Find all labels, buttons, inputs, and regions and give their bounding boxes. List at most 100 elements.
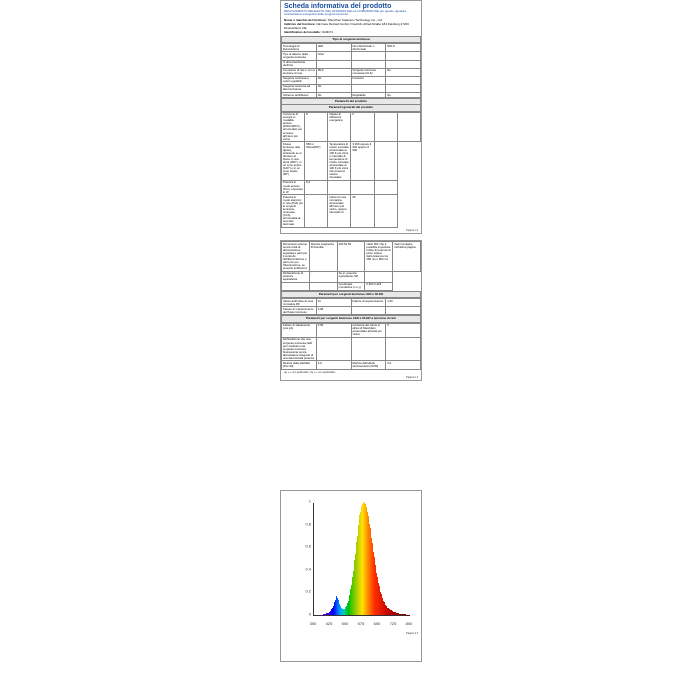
table-2b: Valore dell'indice di resa cromatica R92…	[281, 298, 421, 315]
cell: No	[386, 93, 421, 98]
cell	[351, 307, 386, 315]
cell: Tecnologia di illuminazione	[282, 44, 317, 52]
table-1a: Tecnologia di illuminazioneLEDNon direzi…	[281, 43, 421, 98]
value: Shenzhen Kalanson Technology Co., Ltd	[328, 18, 382, 22]
cell: Costanza del colore in ellissi di MacAda…	[351, 323, 386, 337]
cell: Altezza Larghezza Profondità	[309, 242, 337, 272]
cell: Metrica dell'effetto stroboscopico [SVM]	[351, 361, 386, 369]
cell: Non direzionale o direzionale	[351, 44, 386, 52]
cell: No	[316, 76, 351, 84]
plot-area	[313, 503, 409, 616]
cell: MLS	[316, 68, 351, 76]
section-header: Parametri per sorgenti luminose LED e OL…	[282, 316, 421, 322]
section-header: Parametri generali del prodotto	[282, 105, 421, 111]
cell: Fattore di mantenimento del flusso lumin…	[282, 307, 317, 315]
cell: No	[316, 84, 351, 92]
cell: Sorgente luminosa connessa (CLS)	[351, 68, 386, 76]
cell: 0,56	[316, 323, 351, 337]
cell: No	[316, 93, 351, 98]
cell: No	[386, 68, 421, 76]
cell	[386, 60, 421, 68]
xtick: 725	[390, 621, 397, 626]
page-footer: Pagina 3 3	[281, 631, 421, 636]
value: 4G9D71	[322, 30, 333, 34]
section-header: Tipo di sorgente luminosa	[282, 36, 421, 42]
cell: Indice di resa cromatica, arrotondato al…	[328, 195, 351, 228]
cell: Sorgente luminosa ad alta luminanza	[282, 84, 317, 92]
label: Nome o marchio del fornitore:	[284, 18, 327, 22]
cell: 3 000 oppure 4 000 oppure 5 000	[351, 142, 374, 181]
cell: 8,2	[305, 180, 328, 194]
cell	[309, 282, 337, 290]
table-1c: Consumo di energia in modalità acceso (k…	[281, 112, 421, 228]
cell	[316, 60, 351, 68]
cell	[351, 60, 386, 68]
cell: F	[351, 112, 374, 142]
page-footer: Pagina 1 3	[281, 228, 421, 233]
cell: 0,0	[316, 361, 351, 369]
ytick: 0.4	[305, 566, 311, 571]
cell: Dimensioni esterne senza unità di alimen…	[282, 242, 310, 272]
cell	[397, 112, 420, 142]
cell: 1,00	[386, 299, 421, 307]
cell	[386, 76, 421, 84]
cell: NDLS	[386, 44, 421, 52]
cell: Potenza in modo acceso (Pon), espressa i…	[282, 180, 305, 194]
xtick: 500	[342, 621, 349, 626]
x-axis: 350 425 500 575 650 725 800	[313, 621, 411, 631]
cell: -	[309, 271, 337, 282]
cell	[374, 180, 397, 194]
table-2h2: Parametri per sorgenti luminose LED e OL…	[281, 315, 421, 322]
label: Identificativo del modello:	[284, 30, 321, 34]
cell: Coordinate cromatiche (x e y)	[337, 282, 365, 290]
table-2h1: Parametri per sorgenti luminose LED e OL…	[281, 291, 421, 298]
cell: -	[305, 195, 328, 228]
cell: Consumo di energia in modalità acceso (k…	[282, 112, 305, 142]
section-header: Parametri per sorgenti luminose LED e OL…	[282, 291, 421, 297]
cell: 80	[351, 195, 374, 228]
cell: Metrica della sfarfallio [Pst LM]	[282, 361, 317, 369]
cell: 0,503 0,418	[365, 282, 393, 290]
cell: Se sì, potenza equivalente (W)	[337, 271, 365, 282]
cell	[386, 52, 421, 60]
cell	[386, 307, 421, 315]
cell: Dichiarazione di potenza equivalente	[282, 271, 310, 282]
ytick: 0.2	[305, 589, 311, 594]
cell: Classe di efficienza energetica	[328, 112, 351, 142]
cell: O altra interfaccia elettrica	[282, 60, 317, 68]
cell: Fattore di sfasamento (cos φ1)	[282, 323, 317, 337]
cell	[386, 84, 421, 92]
cell: 5	[386, 323, 421, 337]
cell: A tensione di rete o non a tensione di r…	[282, 68, 317, 76]
cell	[328, 180, 351, 194]
cell: Involucro	[351, 76, 386, 84]
cell: Dichiarazione che una sorgente luminosa …	[282, 337, 317, 360]
xtick: 650	[374, 621, 381, 626]
xtick: 800	[406, 621, 413, 626]
table-1b: Parametri del prodotto Parametri general…	[281, 98, 421, 112]
cell: -	[316, 337, 351, 360]
y-axis: 00.20.40.60.81	[301, 501, 313, 616]
cell	[282, 282, 310, 290]
cell: Vedi immagine nell'ultima pagina	[393, 242, 421, 272]
cell	[386, 337, 421, 360]
xtick: 350	[310, 621, 317, 626]
cell: Temperatura di colore correlata, arroton…	[328, 142, 351, 181]
xtick: 425	[326, 621, 333, 626]
cell: 650 in Sfera(360°)	[305, 142, 328, 181]
table-2a: Dimensioni esterne senza unità di alimen…	[281, 241, 421, 291]
cell: Sorgente luminosa a colori regolabili	[282, 76, 317, 84]
cell: other	[316, 52, 351, 60]
cell: Schermo antiriflesso	[282, 93, 317, 98]
ytick: 0	[309, 612, 311, 617]
ytick: 0.8	[305, 521, 311, 526]
table-1: Tipo di sorgente luminosa	[281, 36, 421, 43]
spectrum-chart: 00.20.40.60.81 350425500575650725800	[291, 501, 411, 631]
cell	[374, 142, 397, 181]
cell: 8	[305, 112, 328, 142]
page-2: Dimensioni esterne senza unità di alimen…	[280, 240, 422, 381]
cell: valori IRC che è possibile impostare Ind…	[365, 242, 393, 272]
cell: Tipo di attacco della sorgente luminosa	[282, 52, 317, 60]
xtick: 575	[358, 621, 365, 626]
cell: Valore dell'indice di resa cromatica R9	[282, 299, 317, 307]
